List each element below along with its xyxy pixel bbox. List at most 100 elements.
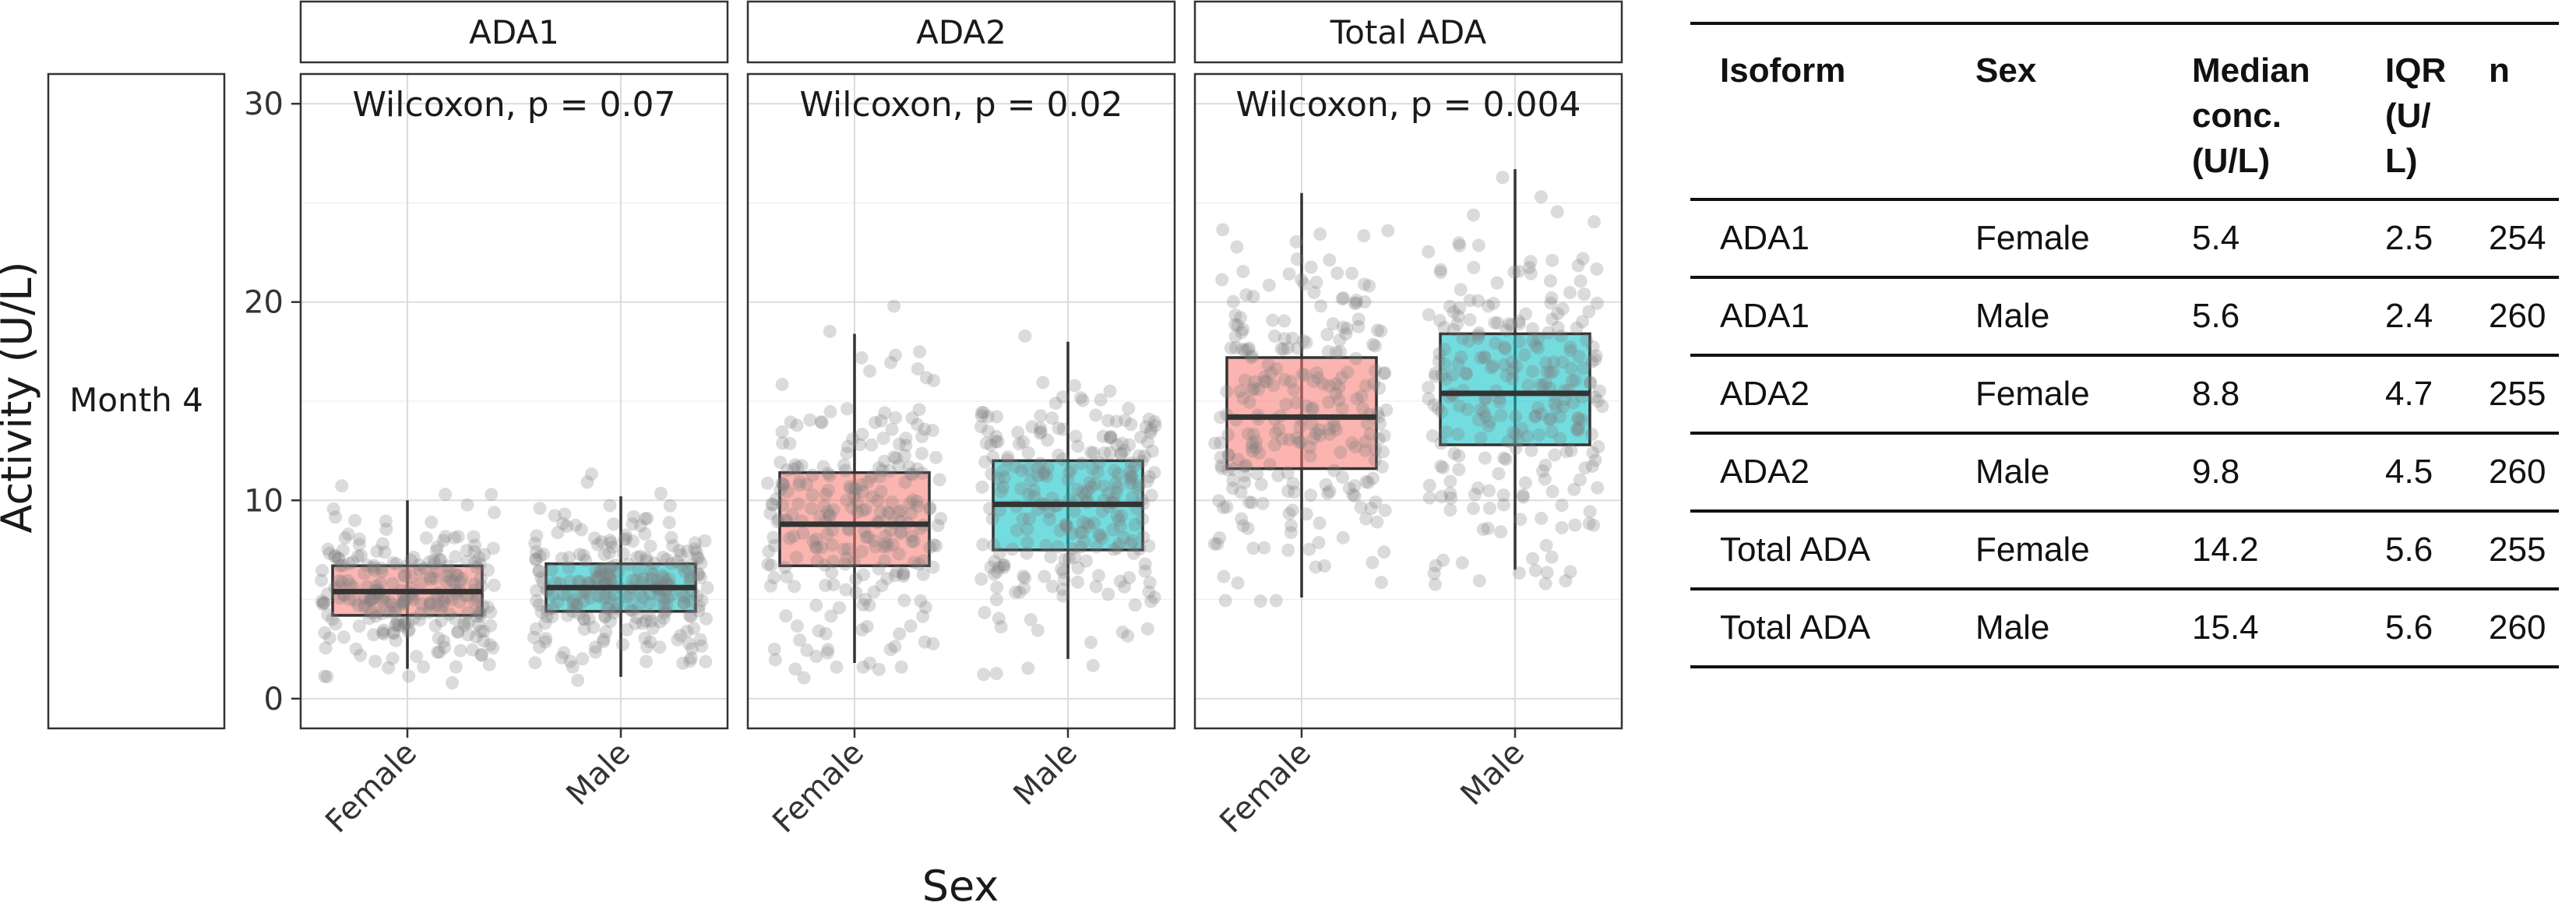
data-point	[1022, 512, 1036, 526]
data-point	[1136, 530, 1151, 544]
data-point	[1062, 465, 1077, 479]
data-point	[775, 378, 789, 392]
data-point	[674, 629, 688, 643]
data-point	[651, 574, 665, 588]
data-point	[1021, 446, 1035, 460]
data-point	[1322, 422, 1336, 436]
data-point	[329, 510, 343, 524]
data-point	[1109, 485, 1123, 499]
data-point	[342, 556, 356, 570]
data-point	[1494, 408, 1508, 422]
data-point	[603, 562, 617, 576]
data-point	[594, 565, 608, 579]
data-point	[677, 596, 691, 610]
data-point	[1213, 531, 1227, 545]
data-point	[1144, 488, 1158, 502]
data-point	[1144, 422, 1158, 436]
data-point	[700, 581, 714, 595]
data-point	[322, 546, 337, 560]
data-point	[1556, 400, 1570, 414]
data-point	[389, 633, 403, 647]
data-point	[1492, 467, 1506, 481]
data-point	[1034, 425, 1048, 439]
data-point	[1261, 358, 1275, 372]
data-point	[604, 560, 618, 574]
data-point	[1422, 308, 1436, 322]
data-point	[442, 565, 456, 579]
data-point	[407, 593, 421, 607]
data-point	[682, 636, 696, 650]
data-point	[1565, 374, 1579, 388]
data-point	[397, 568, 411, 582]
data-point	[813, 509, 827, 524]
data-point	[1033, 426, 1047, 440]
cell-iqr: 4.5	[2385, 453, 2433, 491]
data-point	[1279, 397, 1293, 411]
data-point	[1123, 464, 1137, 478]
data-point	[1257, 375, 1271, 389]
data-point	[1585, 459, 1599, 473]
data-point	[640, 511, 654, 525]
data-point	[978, 605, 992, 619]
data-point	[1125, 534, 1139, 548]
data-point	[1439, 372, 1453, 386]
data-point	[862, 598, 876, 612]
data-point	[1497, 340, 1511, 354]
data-point	[977, 668, 991, 682]
data-point	[676, 656, 690, 670]
data-point	[388, 601, 402, 615]
data-point	[1075, 457, 1089, 471]
data-point	[1124, 469, 1138, 483]
data-point	[1286, 477, 1300, 491]
data-point	[692, 604, 706, 618]
data-point	[1122, 438, 1136, 452]
data-point	[990, 580, 1004, 594]
data-point	[915, 429, 929, 443]
data-point	[369, 609, 383, 623]
data-point	[1285, 503, 1299, 517]
data-point	[1250, 467, 1264, 481]
data-point	[473, 557, 487, 571]
data-point	[453, 643, 467, 657]
data-point	[1118, 413, 1132, 427]
data-point	[321, 587, 335, 601]
data-point	[1357, 229, 1371, 243]
data-point	[354, 548, 368, 562]
data-point	[440, 559, 454, 573]
data-point	[1528, 339, 1542, 353]
data-point	[1428, 577, 1442, 591]
data-point	[821, 483, 835, 497]
data-point	[916, 609, 930, 623]
data-point	[803, 413, 817, 427]
data-point	[1453, 238, 1467, 252]
data-point	[487, 578, 501, 592]
data-point	[1299, 399, 1313, 413]
data-point	[1546, 365, 1560, 379]
data-point	[532, 598, 546, 612]
data-point	[362, 594, 376, 608]
data-point	[453, 575, 467, 589]
data-point	[358, 566, 372, 580]
data-point	[1444, 491, 1458, 505]
data-point	[996, 481, 1010, 495]
data-point	[1111, 480, 1125, 494]
data-point	[837, 458, 851, 472]
data-point	[1483, 414, 1497, 428]
data-point	[1452, 236, 1466, 250]
data-point	[374, 561, 388, 575]
data-point	[1334, 445, 1348, 459]
data-point	[904, 619, 918, 633]
data-point	[457, 619, 471, 633]
data-point	[417, 660, 431, 674]
data-point	[1489, 337, 1503, 351]
data-point	[1287, 382, 1301, 397]
data-point	[912, 403, 926, 417]
data-point	[606, 540, 620, 554]
data-point	[988, 555, 1002, 569]
data-point	[1218, 594, 1232, 608]
data-point	[1443, 503, 1457, 517]
x-tick-label: Female	[766, 735, 871, 841]
data-point	[1076, 393, 1090, 407]
data-point	[1545, 253, 1559, 267]
